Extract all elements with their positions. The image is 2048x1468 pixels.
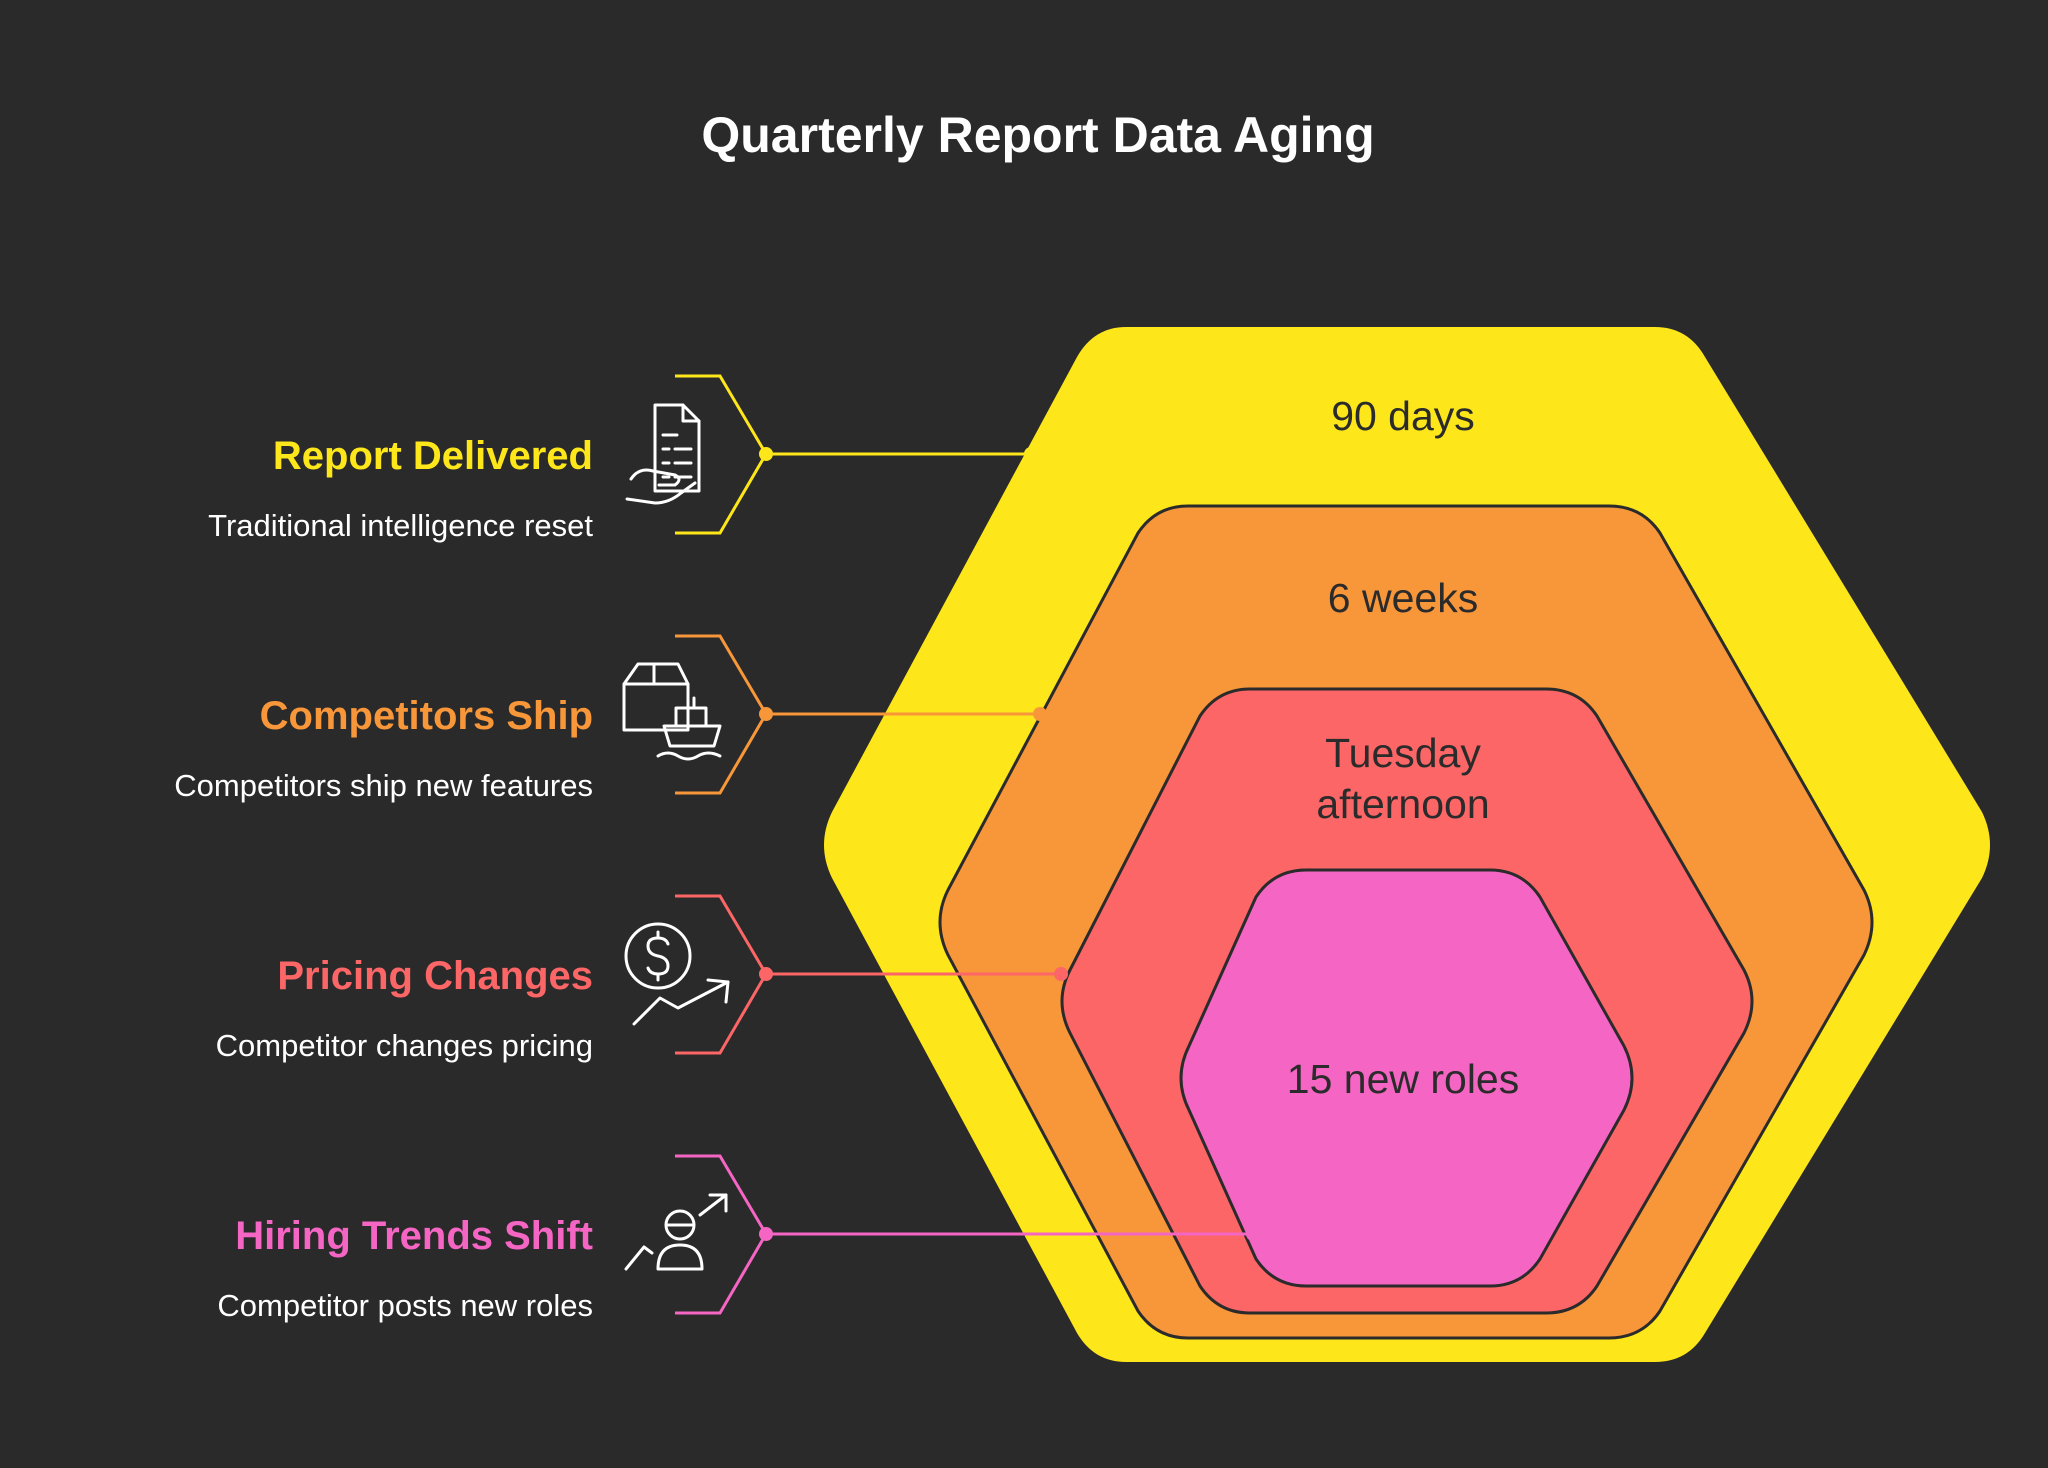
- document-hand-icon: [625, 403, 701, 505]
- connector-dot: [759, 447, 773, 461]
- hexagon-label-6-weeks: 6 weeks: [1328, 575, 1478, 621]
- box-ship-icon: [622, 662, 722, 761]
- bracket-connector: [675, 374, 768, 535]
- dollar-trend-icon: [624, 922, 730, 1026]
- hexagon-label-90-days: 90 days: [1331, 393, 1475, 439]
- item-pricing-changes: Pricing Changes Competitor changes prici…: [216, 894, 1068, 1063]
- hexagon-stack: 90 days 6 weeks Tuesday afternoon 15 new…: [824, 327, 1990, 1362]
- connector-dot: [759, 967, 773, 981]
- connector-end-dot: [1024, 447, 1038, 461]
- item-competitors-ship: Competitors Ship Competitors ship new fe…: [174, 634, 1047, 803]
- hexagon-label-afternoon: afternoon: [1316, 781, 1489, 827]
- item-title: Competitors Ship: [260, 694, 593, 738]
- connector-dot: [759, 1227, 773, 1241]
- diagram-title: Quarterly Report Data Aging: [701, 107, 1374, 163]
- item-description: Competitor changes pricing: [216, 1028, 593, 1063]
- item-hiring-trends-shift: Hiring Trends Shift Competitor posts new…: [217, 1154, 1260, 1323]
- person-growth-icon: [624, 1193, 728, 1271]
- connector-dot: [759, 707, 773, 721]
- hexagon-label-tuesday: Tuesday: [1325, 730, 1481, 776]
- hexagon-layer-15-new-roles: [1179, 868, 1634, 1288]
- item-title: Hiring Trends Shift: [235, 1214, 593, 1258]
- item-description: Traditional intelligence reset: [208, 508, 593, 543]
- bracket-connector: [675, 894, 768, 1055]
- connector-end-dot: [1246, 1227, 1260, 1241]
- item-description: Competitor posts new roles: [217, 1288, 593, 1323]
- connector-end-dot: [1033, 707, 1047, 721]
- item-description: Competitors ship new features: [174, 768, 593, 803]
- item-title: Pricing Changes: [277, 954, 593, 998]
- item-report-delivered: Report Delivered Traditional intelligenc…: [208, 374, 1038, 543]
- item-title: Report Delivered: [273, 434, 593, 478]
- connector-end-dot: [1054, 967, 1068, 981]
- hexagon-label-15-new-roles: 15 new roles: [1287, 1056, 1519, 1102]
